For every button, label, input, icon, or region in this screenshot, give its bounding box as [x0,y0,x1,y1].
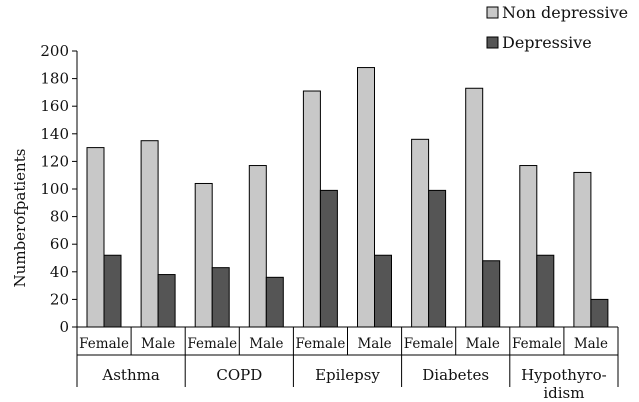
x-group-label: COPD [216,366,262,384]
bar-non-depressive [140,140,159,328]
legend-label-depressive: Depressive [502,33,592,52]
bar-depressive [536,254,555,328]
legend: Non depressive Depressive [486,3,628,52]
legend-swatch-depressive [486,36,499,49]
x-subcategory-label: Male [141,336,175,352]
x-group-label: Epilepsy [315,366,380,384]
y-tick-label: 140 [40,125,69,143]
y-tick-label: 160 [40,97,69,115]
bar-non-depressive [411,138,430,328]
bar-non-depressive [86,147,105,328]
bar-non-depressive [573,171,592,328]
y-tick-label: 60 [50,235,69,253]
x-subcategory-label: Female [404,336,454,352]
bar-non-depressive [248,165,267,328]
y-tick-label: 120 [40,152,69,170]
y-tick-label: 100 [40,180,69,198]
bar-depressive [103,254,122,328]
bar-non-depressive [465,87,484,328]
bar-depressive [319,189,338,328]
x-subcategory-label: Female [79,336,129,352]
y-tick-label: 20 [50,290,69,308]
y-tick-label: 180 [40,70,69,88]
bar-non-depressive [194,182,213,328]
bars [86,67,609,328]
bar-non-depressive [302,90,321,328]
y-axis-title: Numberofpatients [11,149,29,288]
x-subcategory-label: Male [466,336,500,352]
bar-non-depressive [519,165,538,328]
y-axis: 0 20 40 60 80 100 120 140 160 180 200 [40,42,78,336]
x-group-label: idism [543,384,584,402]
bar-depressive [211,267,230,328]
bar-depressive [374,254,392,328]
bar-non-depressive [357,67,375,328]
y-tick-label: 80 [50,208,69,226]
x-axis: Female Male Female Male Female Male Female Male… [76,326,619,402]
bar-depressive [428,189,447,328]
x-group-label: Diabetes [422,366,489,384]
legend-label-non-depressive: Non depressive [502,3,628,22]
bar-depressive [482,260,501,328]
x-group-label: Asthma [101,366,159,384]
x-subcategory-label: Female [512,336,562,352]
y-tick-label: 0 [59,318,69,336]
bar-depressive [265,276,284,328]
y-tick-label: 200 [40,42,69,60]
x-subcategory-label: Male [574,336,608,352]
legend-swatch-non-depressive [486,6,499,19]
y-tick-label: 40 [50,263,69,281]
bar-depressive [157,274,176,328]
x-subcategory-label: Male [357,336,391,352]
x-subcategory-label: Male [249,336,283,352]
bar-depressive [590,298,609,328]
x-subcategory-label: Female [187,336,237,352]
x-group-label: Hypothyro- [521,366,607,384]
x-subcategory-label: Female [296,336,346,352]
